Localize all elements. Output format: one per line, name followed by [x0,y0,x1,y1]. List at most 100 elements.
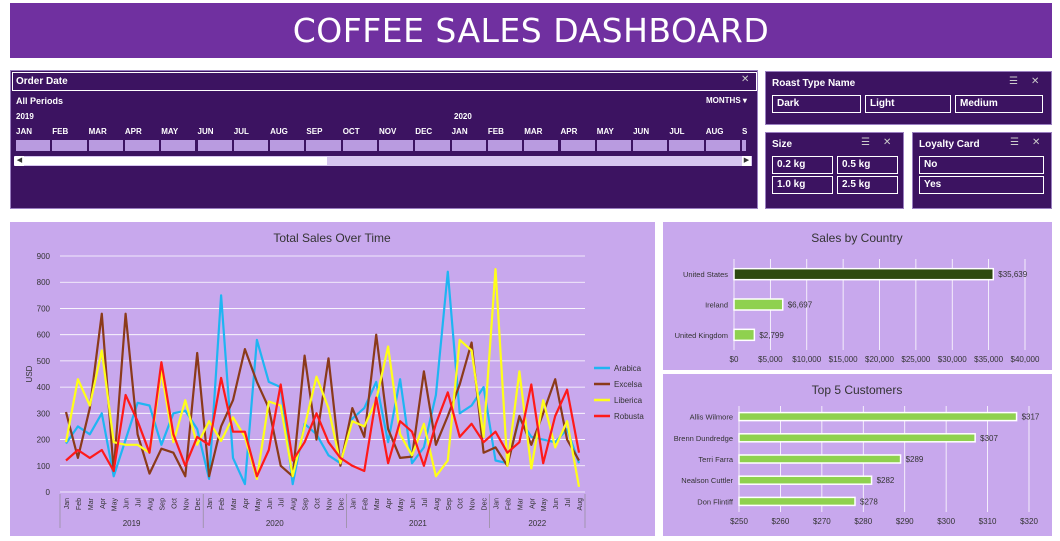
timeline-month-cell[interactable] [705,140,740,151]
data-label: $2,799 [759,331,784,340]
timeline-month-cell[interactable] [669,140,704,151]
timeline-month-cell[interactable] [415,140,450,151]
data-label: $282 [877,476,895,485]
timeline-month-label: MAR [88,127,107,136]
roast-option-dark[interactable]: Dark [772,95,861,113]
timeline-month-cell[interactable] [596,140,632,151]
size-option-0-5kg[interactable]: 0.5 kg [837,156,898,174]
x-tick-label: Feb [362,498,369,510]
chart-title: Total Sales Over Time [273,231,391,245]
timeline-month-cell[interactable] [197,140,232,151]
timeline-month-cell[interactable] [451,140,486,151]
y-tick-label: 800 [37,278,51,287]
timeline-month-cell[interactable] [487,140,523,151]
y-tick-label: 100 [37,462,51,471]
timeline-month-cell[interactable] [560,140,595,151]
x-tick-label: Jul [279,498,286,507]
loyalty-option-yes[interactable]: Yes [919,176,1044,194]
clear-filter-icon[interactable]: ✕ [741,74,750,85]
x-tick-label: Feb [76,498,83,510]
timeline-scrollbar[interactable] [14,156,752,166]
multi-select-icon[interactable]: ☰ [861,137,870,148]
size-option-0-2kg[interactable]: 0.2 kg [772,156,833,174]
x-tick-label: Mar [517,497,524,510]
x-tick-label: Nov [470,498,477,511]
timeline-month-label: MAY [596,127,614,136]
legend-label: Arabica [614,364,642,373]
x-tick-label: Jun [410,498,417,509]
year-label: 2019 [123,519,141,528]
y-tick-label: 300 [37,409,51,418]
x-tick-label: $40,000 [1011,355,1040,364]
sales-over-time-chart: Total Sales Over Time 0 100 200 300 400 500 600… [10,222,655,536]
x-tick-label: May [541,498,548,512]
chart-title: Sales by Country [811,231,902,245]
x-tick-label: $290 [896,517,914,526]
timeline-month-cell[interactable] [161,140,196,151]
x-tick-label: May [112,498,119,512]
x-tick-label: Jun [267,498,274,509]
clear-filter-icon[interactable]: ✕ [1032,137,1041,148]
size-option-1-0kg[interactable]: 1.0 kg [772,176,833,194]
year-label: 2021 [409,519,427,528]
x-tick-label: Sep [303,498,310,511]
scroll-right-icon[interactable]: ▶ [742,156,751,166]
timeline-month-cell[interactable] [742,140,746,151]
timeline-month-cell[interactable] [16,140,51,151]
timeline-period-label: All Periods [16,96,64,106]
country-chart-svg: Sales by Country $0 $5,000 $10,000 $15,000 $2… [675,231,1040,364]
y-tick-label: 0 [46,488,51,497]
line-chart-svg: Total Sales Over Time 0 100 200 300 400 500 600… [25,231,644,528]
timeline-month-cell[interactable] [379,140,414,151]
category-label: Ireland [705,301,728,310]
x-tick-label: Jul [136,498,143,507]
bar [738,454,902,464]
x-tick-label: $320 [1020,517,1038,526]
timeline-month-label: JAN [451,127,468,136]
x-tick-label: $300 [937,517,955,526]
timeline-month-cell[interactable] [524,140,559,151]
x-tick-label: Jan [64,498,71,509]
timeline-month-label: S [742,127,748,136]
clear-filter-icon[interactable]: ✕ [883,137,892,148]
timeline-granularity[interactable]: MONTHS ▾ [706,96,747,105]
x-tick-label: Jun [553,498,560,509]
x-tick-label: $15,000 [829,355,858,364]
loyalty-card-slicer: Loyalty Card ☰ ✕ No Yes [912,132,1052,209]
roast-option-light[interactable]: Light [865,95,951,113]
data-label: $6,697 [788,301,813,310]
multi-select-icon[interactable]: ☰ [1009,76,1018,87]
timeline-month-cell[interactable] [270,140,305,151]
multi-select-icon[interactable]: ☰ [1010,137,1019,148]
x-tick-label: Dec [338,498,345,511]
loyalty-option-no[interactable]: No [919,156,1044,174]
timeline-month-cell[interactable] [233,140,269,151]
timeline-month-cell[interactable] [52,140,87,151]
scroll-left-icon[interactable]: ◀ [15,156,24,166]
series-line-robusta [65,361,581,478]
order-date-timeline[interactable]: Order Date ✕ All Periods MONTHS ▾ 2019 2… [10,70,758,209]
x-tick-label: Apr [529,497,536,509]
timeline-month-label: FEB [52,127,69,136]
x-tick-label: Dec [195,498,202,511]
timeline-month-cell[interactable] [88,140,123,151]
timeline-month-cell[interactable] [306,140,341,151]
x-tick-label: Aug [291,498,298,511]
clear-filter-icon[interactable]: ✕ [1031,76,1040,87]
x-tick-label: $280 [854,517,872,526]
timeline-month-cell[interactable] [124,140,160,151]
timeline-month-cell[interactable] [342,140,377,151]
timeline-month-cell[interactable] [633,140,668,151]
roast-option-medium[interactable]: Medium [955,95,1043,113]
x-tick-label: Mar [231,497,238,510]
size-option-2-5kg[interactable]: 2.5 kg [837,176,898,194]
dashboard-banner: COFFEE SALES DASHBOARD [10,3,1052,58]
category-label: Brenn Dundredge [674,434,733,443]
legend-label: Excelsa [614,380,643,389]
x-tick-label: Aug [147,498,154,511]
category-label: United States [683,270,728,279]
customers-chart-svg: Top 5 Customers $250 $260 $270 $280 $290 $300 $… [674,383,1040,526]
size-slicer-title: Size [772,139,793,150]
x-tick-label: Oct [171,498,178,509]
timeline-scroll-thumb[interactable] [14,157,327,165]
